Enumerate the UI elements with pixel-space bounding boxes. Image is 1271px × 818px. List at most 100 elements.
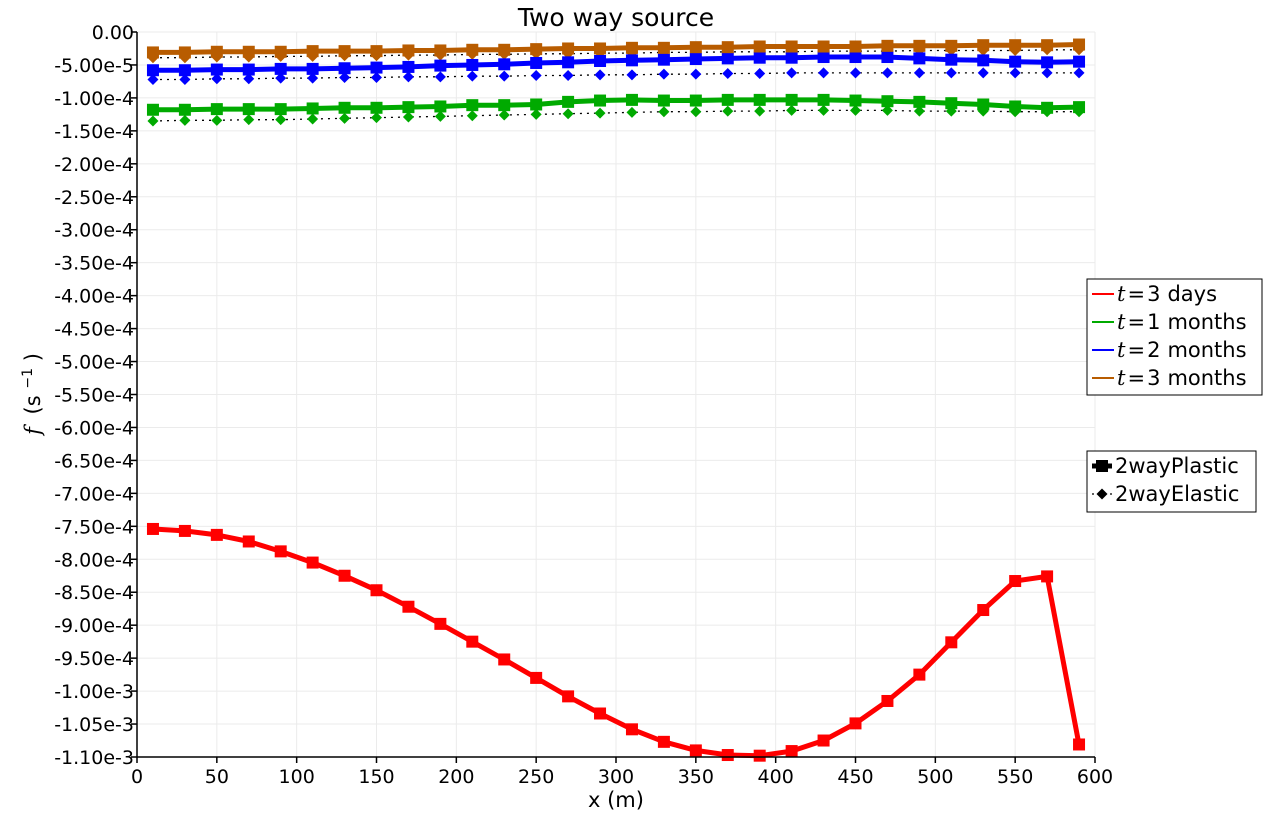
y-tick-label-13: -6.50e-4 [54, 450, 134, 472]
point-2wayplastic-t-2-months-20 [785, 51, 798, 64]
legend-style-label-1: 2wayElastic [1115, 482, 1239, 506]
point-2wayplastic-t-1-months-4 [274, 103, 287, 116]
y-tick-label-7: -3.50e-4 [54, 253, 134, 275]
point-2wayelastic-t-1-months-6 [339, 112, 351, 124]
legend-styles: 2wayPlastic 2wayElastic [1086, 450, 1257, 513]
legend-color-eq-3: = [1127, 366, 1145, 390]
point-2wayplastic-t-3-days-27 [1009, 575, 1022, 588]
point-2wayplastic-t-3-days-22 [849, 717, 862, 730]
point-2wayplastic-t-2-months-14 [594, 55, 607, 67]
point-2wayplastic-t-2-months-28 [1041, 56, 1054, 69]
point-2wayplastic-t-1-months-26 [977, 98, 990, 111]
point-2wayplastic-t-1-months-23 [881, 95, 894, 108]
point-2wayplastic-t-3-months-24 [913, 39, 926, 52]
point-2wayplastic-t-3-days-28 [1041, 570, 1054, 583]
point-2wayplastic-t-2-months-23 [881, 51, 894, 64]
point-2wayplastic-t-1-months-11 [498, 99, 511, 112]
point-2wayplastic-t-3-months-19 [753, 40, 766, 53]
y-axis-label-symbol: f [21, 424, 45, 437]
y-tick-label-22: -1.10e-3 [54, 747, 134, 769]
point-2wayelastic-t-1-months-21 [818, 104, 830, 116]
y-tick-label-17: -8.50e-4 [54, 582, 134, 604]
y-tick-label-9: -4.50e-4 [54, 319, 134, 341]
legend-color-item-0: t=3 days [1092, 282, 1217, 306]
series-2wayelastic-t-1-months [147, 104, 1085, 127]
point-2wayplastic-t-1-months-8 [402, 101, 415, 114]
legend-color-unit-3: months [1167, 366, 1246, 390]
y-tick-label-6: -3.00e-4 [54, 220, 134, 242]
point-2wayplastic-t-2-months-0 [146, 64, 159, 77]
point-2wayplastic-t-3-days-0 [146, 522, 159, 535]
point-2wayelastic-t-2-months-16 [658, 68, 670, 80]
y-tick-label-20: -1.00e-3 [54, 681, 134, 703]
point-2wayplastic-t-1-months-18 [721, 93, 734, 106]
point-2wayplastic-t-3-months-13 [562, 42, 575, 55]
series-2wayplastic-t-2-months [146, 51, 1086, 77]
point-2wayplastic-t-3-days-21 [817, 734, 830, 747]
point-2wayplastic-t-3-months-12 [530, 43, 543, 56]
legend-style-label-0: 2wayPlastic [1115, 454, 1239, 478]
plot-series [146, 38, 1086, 762]
point-2wayelastic-t-2-months-15 [626, 69, 638, 81]
point-2wayplastic-t-1-months-5 [306, 102, 319, 115]
x-tick-label-5: 250 [518, 766, 554, 788]
point-2wayelastic-t-1-months-12 [530, 108, 542, 120]
legend-style-marker-1 [1096, 488, 1108, 500]
point-2wayelastic-t-1-months-5 [307, 113, 319, 125]
point-2wayelastic-t-2-months-24 [913, 67, 925, 79]
point-2wayplastic-t-3-months-8 [402, 44, 415, 57]
y-tick-label-4: -2.00e-4 [54, 154, 134, 176]
axes: 0 50 100 150 200 250 300 350 400 450 500 550 600 0.00… [54, 22, 1113, 788]
point-2wayplastic-t-3-months-28 [1041, 39, 1054, 52]
point-2wayplastic-t-1-months-19 [753, 93, 766, 106]
point-2wayelastic-t-2-months-21 [818, 67, 830, 79]
point-2wayplastic-t-2-months-13 [562, 56, 575, 69]
point-2wayelastic-t-2-months-11 [498, 70, 510, 82]
point-2wayplastic-t-1-months-1 [178, 103, 191, 116]
x-tick-label-0: 0 [131, 766, 143, 788]
point-2wayelastic-t-1-months-19 [754, 105, 766, 117]
y-tick-label-19: -9.50e-4 [54, 648, 134, 670]
y-tick-label-2: -1.00e-4 [54, 88, 134, 110]
point-2wayelastic-t-2-months-13 [562, 70, 574, 81]
point-2wayplastic-t-2-months-1 [178, 64, 191, 77]
point-2wayplastic-t-3-days-4 [274, 545, 287, 558]
point-2wayplastic-t-3-days-5 [306, 556, 319, 569]
legend-color-symbol-3: t [1117, 366, 1126, 390]
y-tick-label-14: -7.00e-4 [54, 483, 134, 505]
point-2wayplastic-t-3-months-10 [466, 43, 479, 56]
point-2wayplastic-t-1-months-21 [817, 93, 830, 106]
series-2wayplastic-t-3-days [146, 522, 1086, 762]
point-2wayplastic-t-3-months-29 [1073, 38, 1086, 51]
y-tick-label-10: -5.00e-4 [54, 352, 134, 374]
legend-color-eq-1: = [1127, 310, 1145, 334]
legend-color-num-2: 2 [1147, 338, 1160, 362]
y-tick-label-21: -1.05e-3 [54, 714, 134, 736]
y-tick-label-12: -6.00e-4 [54, 417, 134, 439]
point-2wayplastic-t-3-days-2 [210, 528, 223, 541]
point-2wayplastic-t-2-months-15 [625, 54, 638, 67]
point-2wayplastic-t-1-months-0 [146, 103, 159, 116]
point-2wayplastic-t-3-months-4 [274, 45, 287, 58]
point-2wayplastic-t-3-days-15 [625, 723, 638, 736]
point-2wayplastic-t-3-days-25 [945, 636, 958, 649]
point-2wayplastic-t-1-months-17 [689, 94, 702, 107]
point-2wayplastic-t-3-months-5 [306, 45, 319, 58]
point-2wayplastic-t-2-months-11 [498, 58, 511, 71]
point-2wayelastic-t-2-months-23 [881, 67, 893, 79]
point-2wayplastic-t-1-months-16 [657, 94, 670, 107]
point-2wayplastic-t-2-months-18 [721, 52, 734, 65]
point-2wayelastic-t-2-months-9 [434, 71, 446, 83]
x-tick-label-2: 100 [279, 766, 315, 788]
point-2wayplastic-t-3-days-3 [242, 535, 255, 548]
point-2wayplastic-t-1-months-2 [210, 103, 223, 116]
point-2wayplastic-t-3-months-25 [945, 39, 958, 52]
point-2wayplastic-t-2-months-8 [402, 60, 415, 73]
legend-color-num-1: 1 [1147, 310, 1160, 334]
legend-color-label-2: t=2 months [1117, 338, 1247, 362]
point-2wayelastic-t-1-months-8 [402, 111, 414, 123]
x-tick-label-11: 550 [997, 766, 1033, 788]
point-2wayplastic-t-1-months-20 [785, 93, 798, 106]
legend-color-unit-2: months [1167, 338, 1246, 362]
